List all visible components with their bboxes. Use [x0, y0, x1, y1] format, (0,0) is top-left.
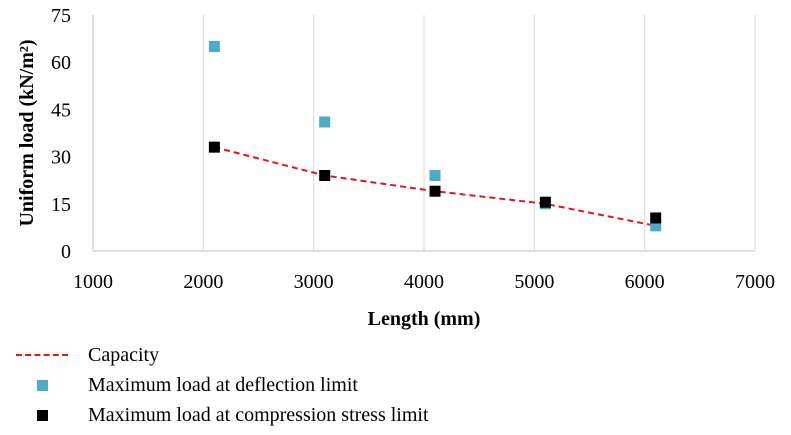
dashed-line-icon	[16, 354, 68, 356]
y-tick-label: 15	[51, 194, 71, 216]
x-tick-label: 4000	[404, 271, 444, 293]
deflection-limit-point	[650, 220, 662, 232]
x-tick-label: 7000	[735, 271, 775, 293]
y-axis-title: Uniform load (kN/m²)	[16, 39, 38, 226]
y-tick-label: 30	[51, 147, 71, 169]
compression-limit-point	[319, 169, 331, 181]
y-tick-label: 75	[51, 5, 71, 27]
axes	[92, 15, 755, 252]
y-tick-label: 45	[51, 99, 71, 121]
x-tick-labels: 1000 2000 3000 4000 5000 6000 7000	[73, 271, 775, 293]
x-tick-label: 1000	[73, 271, 113, 293]
chart: 1000 2000 3000 4000 5000 6000 7000 0 15 30 45 60 75…	[16, 5, 775, 330]
legend-label-compression: Maximum load at compression stress limit	[88, 403, 429, 426]
compression-limit-point	[650, 212, 662, 224]
y-tick-label: 0	[61, 241, 71, 263]
compression-limit-point	[208, 141, 220, 153]
square-marker-icon	[36, 379, 48, 391]
legend-item-compression: Maximum load at compression stress limit	[14, 400, 429, 430]
compression-limit-point	[539, 196, 551, 208]
legend-swatch-compression	[14, 409, 70, 421]
legend-swatch-deflection	[14, 379, 70, 391]
x-axis-title: Length (mm)	[368, 308, 481, 330]
deflection-limit-point	[208, 40, 220, 52]
legend-label-capacity: Capacity	[88, 343, 160, 366]
compression-limit-point	[429, 185, 441, 197]
legend-item-deflection: Maximum load at deflection limit	[14, 370, 429, 400]
series-layer	[208, 40, 662, 232]
x-tick-label: 3000	[294, 271, 334, 293]
deflection-limit-point	[319, 116, 331, 128]
legend-swatch-capacity	[14, 354, 70, 356]
x-tick-label: 2000	[183, 271, 223, 293]
legend-item-capacity: Capacity	[14, 340, 429, 370]
gridlines	[202, 15, 756, 251]
y-tick-labels: 0 15 30 45 60 75	[51, 5, 71, 263]
x-tick-label: 5000	[514, 271, 554, 293]
x-tick-label: 6000	[625, 271, 665, 293]
y-tick-label: 60	[51, 52, 71, 74]
legend-label-deflection: Maximum load at deflection limit	[88, 373, 358, 396]
legend: Capacity Maximum load at deflection limi…	[14, 340, 429, 430]
deflection-limit-point	[429, 169, 441, 181]
square-marker-icon	[36, 409, 48, 421]
